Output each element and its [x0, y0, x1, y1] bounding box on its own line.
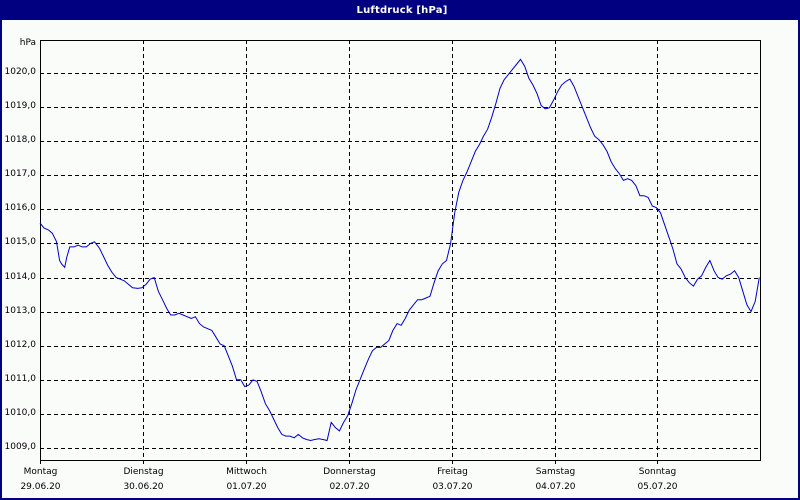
y-tick-label: 1015,0	[4, 236, 37, 247]
y-tick-label: 1017,0	[4, 168, 37, 179]
x-tick-weekday: Dienstag	[123, 467, 164, 477]
y-tick-label: 1011,0	[4, 373, 37, 384]
x-tick-date: 03.07.20	[432, 482, 473, 492]
x-tick-weekday: Sonntag	[638, 467, 677, 477]
y-tick-label: 1016,0	[4, 202, 37, 213]
y-tick-label: 1012,0	[4, 339, 37, 350]
x-tick-date: 01.07.20	[226, 482, 267, 492]
pressure-line	[39, 58, 760, 442]
x-tick-weekday: Freitag	[437, 467, 468, 477]
x-tick-date: 02.07.20	[329, 482, 370, 492]
x-tick-date: 30.06.20	[123, 482, 164, 492]
x-tick-date: 04.07.20	[535, 482, 576, 492]
y-tick-label: 1019,0	[4, 100, 37, 111]
y-tick-label: 1018,0	[4, 134, 37, 145]
y-axis-unit: hPa	[19, 38, 36, 48]
x-tick-date: 29.06.20	[20, 482, 61, 492]
x-tick-weekday: Samstag	[535, 467, 576, 477]
y-tick-label: 1009,0	[4, 441, 37, 452]
x-tick-weekday: Montag	[23, 467, 58, 477]
y-tick-label: 1013,0	[4, 305, 37, 316]
x-tick-date: 05.07.20	[637, 482, 678, 492]
plot-frame	[40, 40, 761, 461]
x-tick-weekday: Donnerstag	[323, 467, 376, 477]
y-tick-label: 1010,0	[4, 407, 37, 418]
y-tick-label: 1020,0	[4, 66, 37, 77]
x-tick-weekday: Mittwoch	[226, 467, 267, 477]
grid-lines	[40, 40, 760, 464]
y-tick-label: 1014,0	[4, 271, 37, 282]
window-title: Luftdruck [hPa]	[2, 0, 800, 20]
